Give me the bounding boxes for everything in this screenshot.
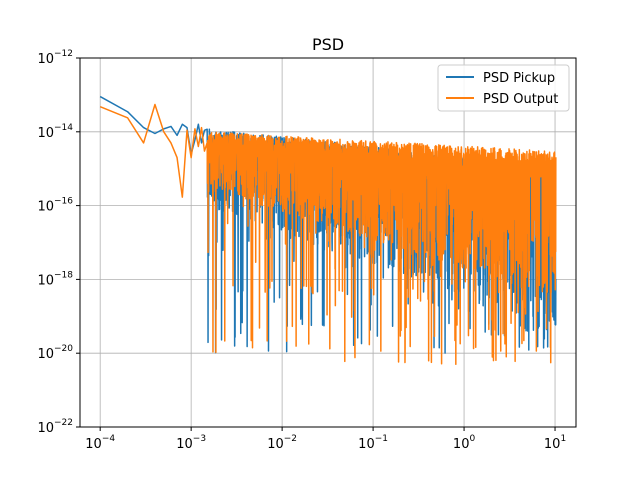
x-tick-label: 10−4 bbox=[85, 434, 115, 452]
x-tick-label: 10−3 bbox=[176, 434, 206, 452]
legend: PSD Pickup PSD Output bbox=[437, 64, 570, 112]
x-tick-label: 10−2 bbox=[267, 434, 297, 452]
y-tick-label: 10−12 bbox=[37, 49, 73, 67]
series-line-psd-output bbox=[99, 103, 557, 366]
chart-title: PSD bbox=[312, 35, 344, 54]
y-tick-label: 10−18 bbox=[37, 270, 73, 288]
x-tick-label: 101 bbox=[544, 434, 566, 452]
y-tick-label: 10−16 bbox=[37, 197, 73, 215]
legend-label: PSD Output bbox=[483, 92, 558, 107]
y-axis: 10−22 10−20 10−18 10−16 10−14 10−12 bbox=[37, 49, 80, 436]
x-tick-label: 10−1 bbox=[358, 434, 388, 452]
x-tick-label: 100 bbox=[453, 434, 476, 452]
y-tick-label: 10−20 bbox=[37, 344, 73, 362]
axes-frame bbox=[79, 57, 577, 428]
y-tick-label: 10−14 bbox=[37, 123, 73, 141]
legend-label: PSD Pickup bbox=[483, 71, 555, 86]
x-axis: 10−4 10−3 10−2 10−1 100 101 bbox=[85, 427, 566, 452]
y-tick-label: 10−22 bbox=[37, 418, 73, 436]
plot-lines bbox=[99, 95, 557, 366]
